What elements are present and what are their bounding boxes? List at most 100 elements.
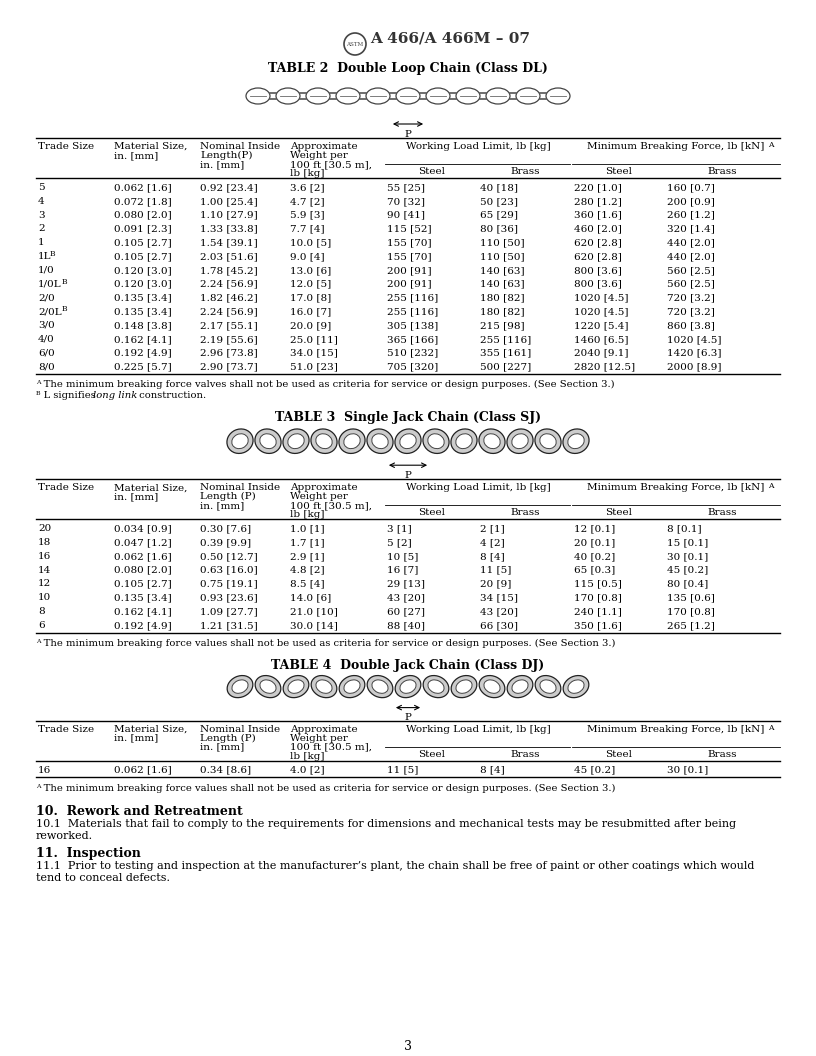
Text: 720 [3.2]: 720 [3.2] bbox=[667, 294, 715, 302]
Text: lb [kg]: lb [kg] bbox=[290, 169, 325, 178]
Ellipse shape bbox=[372, 680, 388, 694]
Text: 16: 16 bbox=[38, 552, 51, 561]
Text: 560 [2.5]: 560 [2.5] bbox=[667, 280, 715, 288]
Ellipse shape bbox=[339, 676, 365, 698]
Text: 200 [0.9]: 200 [0.9] bbox=[667, 196, 715, 206]
Text: Nominal Inside: Nominal Inside bbox=[200, 142, 280, 151]
Text: 65 [29]: 65 [29] bbox=[480, 210, 518, 220]
Text: 0.105 [2.7]: 0.105 [2.7] bbox=[114, 252, 171, 261]
Text: 60 [27]: 60 [27] bbox=[387, 607, 425, 616]
Text: Brass: Brass bbox=[510, 508, 539, 517]
Text: Weight per: Weight per bbox=[290, 492, 348, 502]
Text: 6: 6 bbox=[38, 621, 45, 629]
Text: 34 [15]: 34 [15] bbox=[480, 593, 518, 602]
Text: 11 [5]: 11 [5] bbox=[480, 566, 512, 574]
Ellipse shape bbox=[563, 676, 589, 698]
Text: 16 [7]: 16 [7] bbox=[387, 566, 419, 574]
Text: long link: long link bbox=[93, 391, 137, 400]
Text: 9.0 [4]: 9.0 [4] bbox=[290, 252, 325, 261]
Text: Minimum Breaking Force, lb [kN]: Minimum Breaking Force, lb [kN] bbox=[588, 484, 765, 492]
Text: A 466/A 466M – 07: A 466/A 466M – 07 bbox=[370, 31, 530, 45]
Text: 0.63 [16.0]: 0.63 [16.0] bbox=[200, 566, 258, 574]
Text: 705 [320]: 705 [320] bbox=[387, 362, 438, 372]
Text: Approximate: Approximate bbox=[290, 142, 357, 151]
Text: 110 [50]: 110 [50] bbox=[480, 239, 525, 247]
Text: 4.7 [2]: 4.7 [2] bbox=[290, 196, 325, 206]
Ellipse shape bbox=[227, 676, 253, 698]
Text: 51.0 [23]: 51.0 [23] bbox=[290, 362, 338, 372]
Text: 2.17 [55.1]: 2.17 [55.1] bbox=[200, 321, 258, 329]
Text: 2.9 [1]: 2.9 [1] bbox=[290, 552, 325, 561]
Ellipse shape bbox=[451, 429, 477, 453]
Text: Steel: Steel bbox=[605, 167, 632, 176]
Ellipse shape bbox=[344, 680, 360, 694]
Text: 2820 [12.5]: 2820 [12.5] bbox=[574, 362, 635, 372]
Ellipse shape bbox=[311, 676, 337, 698]
Text: 2/0: 2/0 bbox=[38, 294, 55, 302]
Text: 30 [0.1]: 30 [0.1] bbox=[667, 766, 708, 775]
Ellipse shape bbox=[423, 429, 449, 453]
Text: Material Size,: Material Size, bbox=[114, 484, 188, 492]
Text: Working Load Limit, lb [kg]: Working Load Limit, lb [kg] bbox=[406, 724, 551, 734]
Text: 15 [0.1]: 15 [0.1] bbox=[667, 538, 708, 547]
Text: 80 [0.4]: 80 [0.4] bbox=[667, 580, 708, 588]
Text: 5 [2]: 5 [2] bbox=[387, 538, 412, 547]
Ellipse shape bbox=[540, 434, 557, 449]
Text: 350 [1.6]: 350 [1.6] bbox=[574, 621, 622, 629]
Text: Working Load Limit, lb [kg]: Working Load Limit, lb [kg] bbox=[406, 484, 551, 492]
Ellipse shape bbox=[479, 429, 505, 453]
Text: 140 [63]: 140 [63] bbox=[480, 280, 525, 288]
Text: 1.21 [31.5]: 1.21 [31.5] bbox=[200, 621, 258, 629]
Text: 0.034 [0.9]: 0.034 [0.9] bbox=[114, 524, 171, 533]
Text: 305 [138]: 305 [138] bbox=[387, 321, 438, 329]
Text: 0.30 [7.6]: 0.30 [7.6] bbox=[200, 524, 251, 533]
Text: 1.78 [45.2]: 1.78 [45.2] bbox=[200, 266, 258, 275]
Text: reworked.: reworked. bbox=[36, 831, 93, 842]
Text: 215 [98]: 215 [98] bbox=[480, 321, 525, 329]
Text: 0.162 [4.1]: 0.162 [4.1] bbox=[114, 335, 171, 344]
Text: Brass: Brass bbox=[707, 508, 737, 517]
Text: 30 [0.1]: 30 [0.1] bbox=[667, 552, 708, 561]
Text: 0.105 [2.7]: 0.105 [2.7] bbox=[114, 580, 171, 588]
Ellipse shape bbox=[535, 429, 561, 453]
Text: Working Load Limit, lb [kg]: Working Load Limit, lb [kg] bbox=[406, 142, 551, 151]
Text: 0.080 [2.0]: 0.080 [2.0] bbox=[114, 566, 171, 574]
Text: 1420 [6.3]: 1420 [6.3] bbox=[667, 348, 721, 358]
Ellipse shape bbox=[316, 434, 332, 449]
Text: 160 [0.7]: 160 [0.7] bbox=[667, 183, 715, 192]
Text: 2.03 [51.6]: 2.03 [51.6] bbox=[200, 252, 258, 261]
Text: 0.120 [3.0]: 0.120 [3.0] bbox=[114, 280, 171, 288]
Text: in. [mm]: in. [mm] bbox=[200, 161, 244, 169]
Ellipse shape bbox=[484, 680, 500, 694]
Ellipse shape bbox=[424, 676, 449, 698]
Text: Trade Size: Trade Size bbox=[38, 724, 94, 734]
Text: 240 [1.1]: 240 [1.1] bbox=[574, 607, 622, 616]
Ellipse shape bbox=[283, 676, 308, 698]
Text: 2/0L: 2/0L bbox=[38, 307, 62, 316]
Text: 180 [82]: 180 [82] bbox=[480, 307, 525, 316]
Ellipse shape bbox=[259, 434, 276, 449]
Text: 2.96 [73.8]: 2.96 [73.8] bbox=[200, 348, 258, 358]
Text: 200 [91]: 200 [91] bbox=[387, 266, 432, 275]
Text: 1.33 [33.8]: 1.33 [33.8] bbox=[200, 224, 258, 233]
Text: 0.75 [19.1]: 0.75 [19.1] bbox=[200, 580, 258, 588]
Text: 43 [20]: 43 [20] bbox=[387, 593, 425, 602]
Text: 155 [70]: 155 [70] bbox=[387, 239, 432, 247]
Text: 0.225 [5.7]: 0.225 [5.7] bbox=[114, 362, 171, 372]
Text: 17.0 [8]: 17.0 [8] bbox=[290, 294, 331, 302]
Ellipse shape bbox=[339, 429, 365, 453]
Text: 155 [70]: 155 [70] bbox=[387, 252, 432, 261]
Text: Steel: Steel bbox=[605, 750, 632, 758]
Ellipse shape bbox=[456, 434, 472, 449]
Text: 0.162 [4.1]: 0.162 [4.1] bbox=[114, 607, 171, 616]
Ellipse shape bbox=[568, 680, 584, 694]
Text: 440 [2.0]: 440 [2.0] bbox=[667, 239, 715, 247]
Text: 90 [41]: 90 [41] bbox=[387, 210, 425, 220]
Text: 0.148 [3.8]: 0.148 [3.8] bbox=[114, 321, 171, 329]
Text: 21.0 [10]: 21.0 [10] bbox=[290, 607, 338, 616]
Text: 0.062 [1.6]: 0.062 [1.6] bbox=[114, 766, 171, 775]
Text: 1: 1 bbox=[38, 239, 45, 247]
Ellipse shape bbox=[367, 676, 392, 698]
Text: 14: 14 bbox=[38, 566, 51, 574]
Text: 2 [1]: 2 [1] bbox=[480, 524, 505, 533]
